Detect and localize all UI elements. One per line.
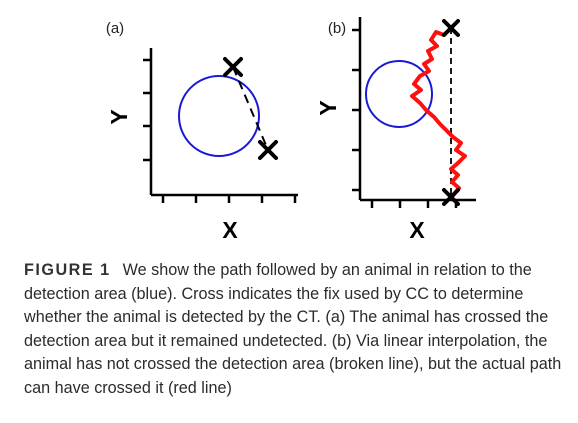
panel-b-y-axis	[352, 17, 362, 200]
panel-b: (b) Y X	[315, 17, 476, 243]
cross-icon	[258, 140, 278, 160]
figure-caption-label: FIGURE 1	[24, 261, 111, 279]
panel-b-actual-path	[410, 26, 467, 200]
panel-a-label: (a)	[106, 20, 124, 37]
cross-icon	[223, 57, 243, 77]
figure-caption: FIGURE 1 We show the path followed by an …	[24, 259, 564, 400]
panel-a: (a) Y X	[106, 20, 298, 243]
panel-b-x-axis-label: X	[409, 217, 425, 243]
panel-a-interpolated-path	[232, 66, 269, 151]
panel-a-y-axis	[143, 48, 153, 195]
panel-b-detection-area	[365, 60, 433, 128]
panel-a-y-axis-label: Y	[106, 109, 132, 124]
cross-icon	[442, 188, 460, 206]
figure-caption-text: We show the path followed by an animal i…	[24, 261, 562, 397]
cross-icon	[442, 19, 460, 37]
panel-a-detection-area	[178, 75, 260, 157]
figure-1: (a) Y X (b)	[106, 17, 476, 243]
panel-a-x-axis-label: X	[222, 217, 238, 243]
panel-b-y-axis-label: Y	[315, 100, 341, 115]
panel-b-label: (b)	[328, 20, 346, 37]
panel-a-x-axis	[151, 193, 298, 203]
